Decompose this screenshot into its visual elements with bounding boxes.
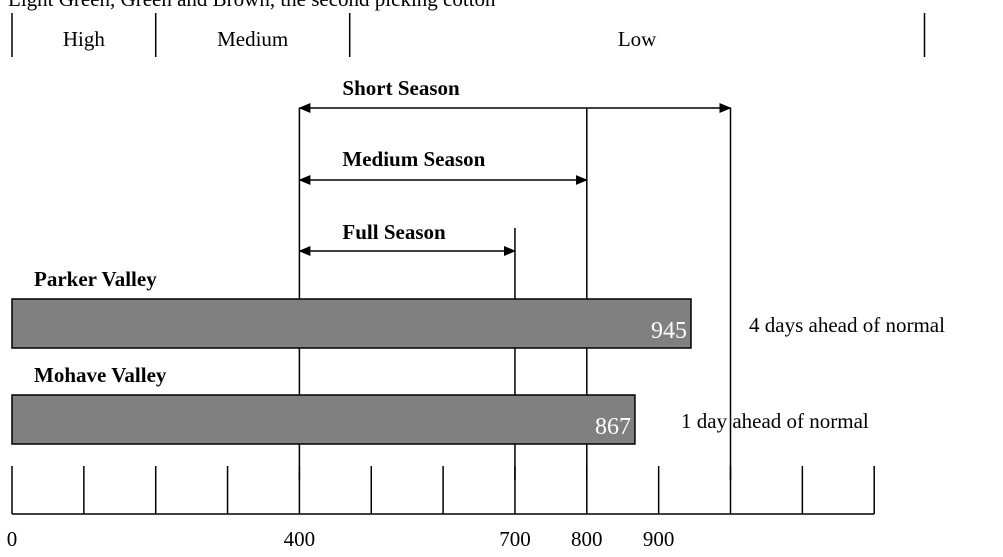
caption-text: Light Green, Green and Brown, the second… — [8, 0, 496, 11]
season-label: Full Season — [342, 220, 446, 244]
x-tick-label: 700 — [499, 527, 531, 551]
zone-label: Low — [618, 27, 657, 51]
bar-annotation: 4 days ahead of normal — [749, 313, 945, 337]
x-tick-label: 800 — [571, 527, 603, 551]
x-tick-label: 900 — [643, 527, 675, 551]
zone-label: High — [63, 27, 106, 51]
bar-annotation: 1 day ahead of normal — [681, 409, 869, 433]
zone-label: Medium — [217, 27, 288, 51]
bar-category-label: Mohave Valley — [34, 363, 167, 387]
bar — [11, 298, 692, 349]
bar-category-label: Parker Valley — [34, 267, 157, 291]
season-markers: Short Season Medium Season Full Season — [298, 76, 732, 480]
bar — [11, 394, 636, 445]
season-label: Short Season — [342, 76, 460, 100]
x-tick-label: 0 — [7, 527, 18, 551]
bar-value-label: 945 — [651, 318, 687, 344]
season-label: Medium Season — [342, 147, 485, 171]
bar-value-label: 867 — [595, 414, 631, 440]
x-tick-label: 400 — [284, 527, 316, 551]
zone-header: High Medium Low — [11, 13, 926, 57]
valley-bars: Parker Valley 945 4 days ahead of normal Mo… — [11, 267, 945, 445]
x-axis: 0 400 700 800 900 — [7, 466, 875, 551]
